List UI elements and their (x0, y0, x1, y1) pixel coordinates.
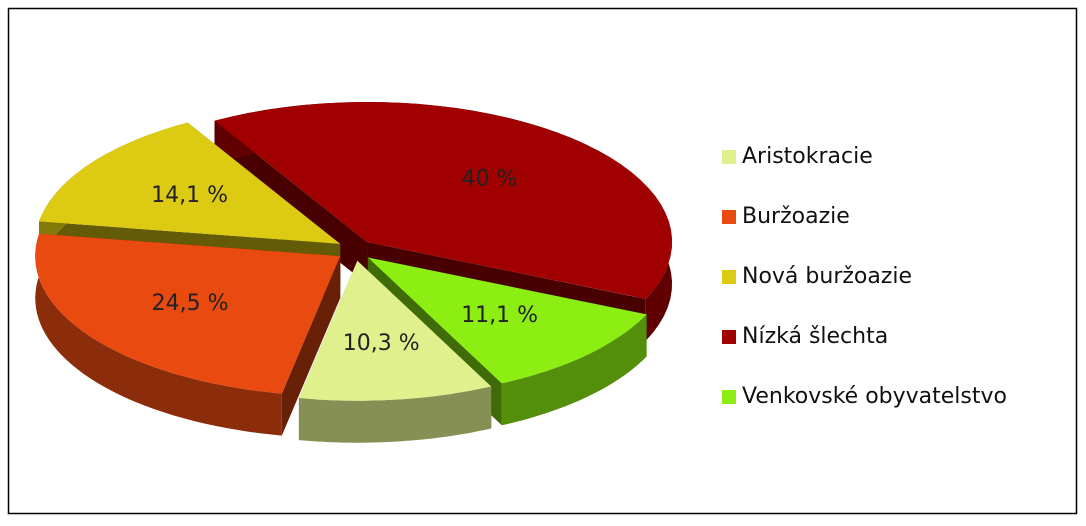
slice (35, 233, 341, 394)
legend-swatch (722, 210, 736, 224)
slice-side (281, 256, 341, 436)
data-label: 11,1 % (461, 303, 538, 328)
data-label: 14,1 % (151, 183, 228, 208)
legend-label: Nová buržoazie (742, 264, 912, 289)
slice-wall (501, 314, 647, 426)
legend-label: Buržoazie (742, 204, 850, 229)
data-label: 10,3 % (343, 331, 420, 356)
slice-wall (35, 233, 282, 436)
data-label: 40 % (462, 167, 518, 192)
legend-label: Nízká šlechta (742, 324, 888, 349)
slice (214, 102, 672, 299)
slice (367, 257, 647, 384)
legend-swatch (722, 390, 736, 404)
legend-swatch (722, 150, 736, 164)
legend-label: Venkovské obyvatelstvo (742, 384, 1007, 409)
slice (39, 122, 341, 244)
slice (298, 260, 492, 401)
legend-swatch (722, 330, 736, 344)
data-label: 24,5 % (152, 291, 229, 316)
legend-swatch (722, 270, 736, 284)
slice-wall (298, 386, 492, 443)
legend-label: Aristokracie (742, 144, 873, 169)
